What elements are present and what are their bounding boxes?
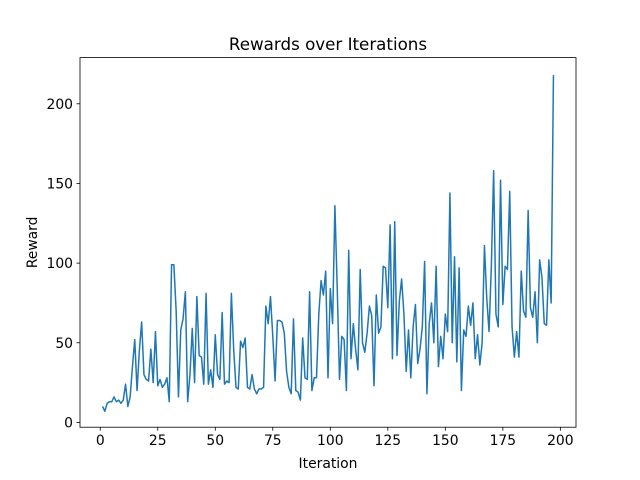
y-tick-label: 100	[46, 256, 73, 272]
y-tick-label: 200	[46, 97, 73, 113]
x-tick-label: 75	[264, 433, 282, 449]
x-tick-label: 125	[375, 433, 402, 449]
x-tick-label: 200	[547, 433, 574, 449]
x-axis-label: Iteration	[299, 456, 358, 472]
y-axis-label: Reward	[25, 217, 41, 269]
x-tick-label: 0	[96, 433, 105, 449]
y-tick-label: 50	[55, 336, 73, 352]
x-tick-label: 25	[149, 433, 167, 449]
y-tick-label: 0	[64, 415, 73, 431]
x-tick-label: 150	[432, 433, 459, 449]
data-line	[101, 75, 555, 413]
x-tick-label: 175	[490, 433, 517, 449]
y-tick-label: 150	[46, 176, 73, 192]
x-tick-label: 100	[317, 433, 344, 449]
axes-frame	[79, 57, 577, 428]
chart-title: Rewards over Iterations	[229, 34, 427, 54]
x-tick-label: 50	[206, 433, 224, 449]
